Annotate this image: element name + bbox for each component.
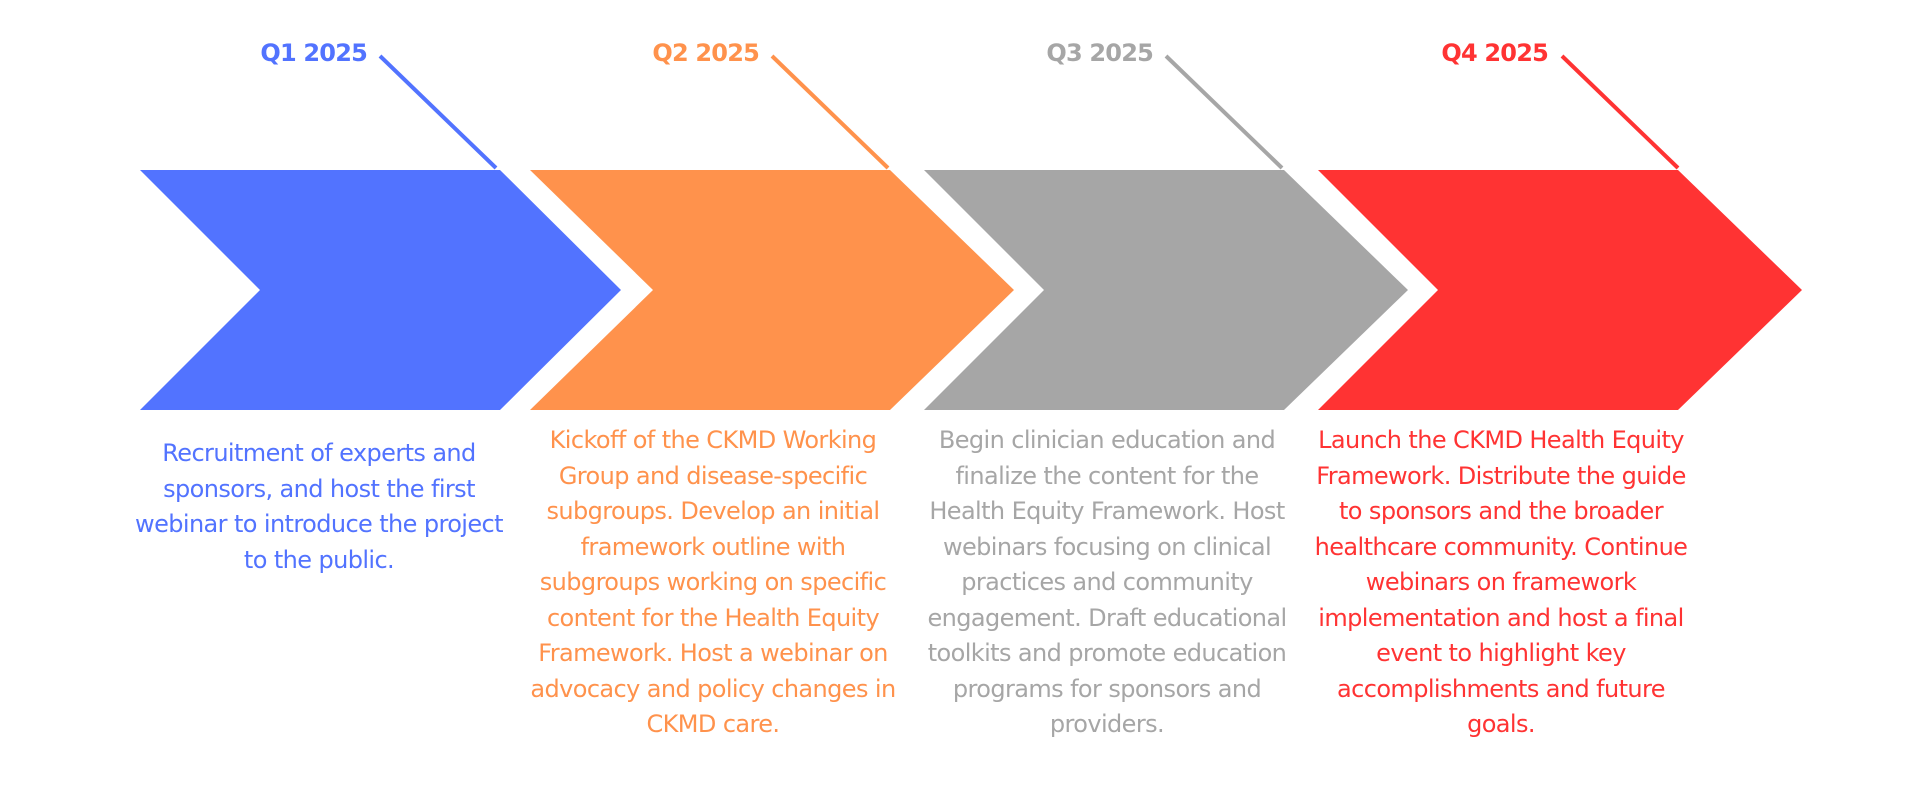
phase-1-chevron [140, 170, 621, 410]
phase-2-label: Q2 2025 [652, 39, 759, 67]
phase-3-label: Q3 2025 [1046, 39, 1153, 67]
connector-lines [378, 54, 1680, 170]
phase-4-label: Q4 2025 [1441, 39, 1548, 67]
phase-2-chevron [530, 170, 1014, 410]
phase-2-connector-line [770, 54, 890, 170]
chevron-arrows [140, 170, 1802, 410]
phase-2-description: Kickoff of the CKMD Working Group and di… [530, 426, 896, 738]
phase-1-connector-line [378, 54, 498, 170]
phase-1-label: Q1 2025 [260, 39, 367, 67]
phase-3-description: Begin clinician education and finalize t… [927, 426, 1287, 738]
phase-4-chevron [1318, 170, 1802, 410]
phase-4-description: Launch the CKMD Health Equity Framework.… [1314, 426, 1688, 738]
phase-3-connector-line [1164, 54, 1284, 170]
phase-1-description: Recruitment of experts and sponsors, and… [135, 439, 504, 574]
phase-4-connector-line [1560, 54, 1680, 170]
phase-3-chevron [924, 170, 1408, 410]
